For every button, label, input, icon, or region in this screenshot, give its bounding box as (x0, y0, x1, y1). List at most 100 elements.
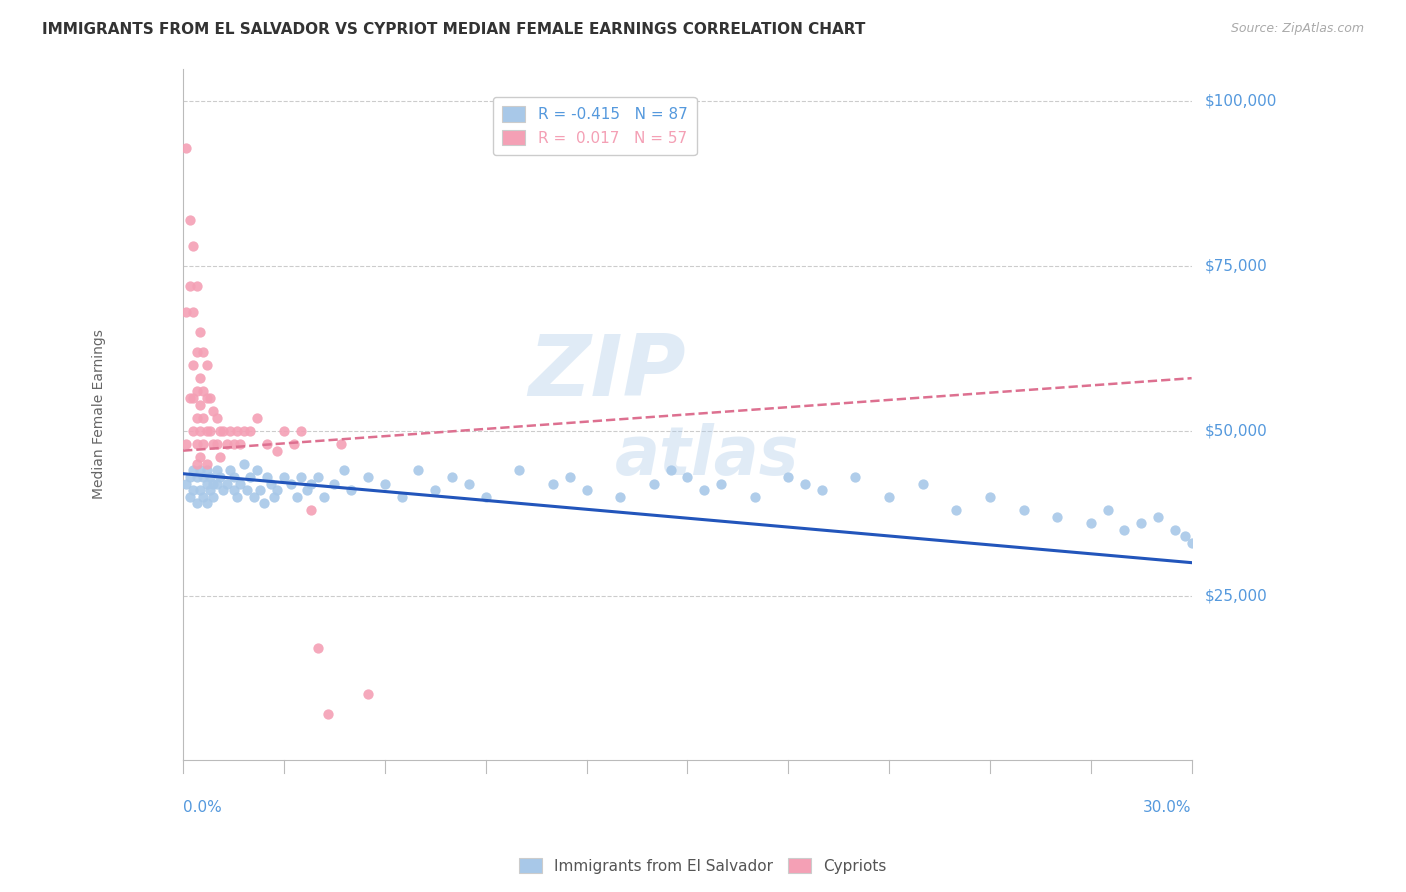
Point (283, 437, 305, 451)
Point (333, 463, 356, 477)
Point (198, 483, 221, 498)
Point (195, 358, 218, 372)
Point (945, 503, 967, 517)
Point (778, 470, 800, 484)
Point (188, 398, 211, 412)
Point (239, 424, 262, 438)
Point (357, 688, 380, 702)
Point (195, 476, 218, 491)
Point (441, 470, 464, 484)
Point (198, 391, 221, 405)
Text: 0.0%: 0.0% (183, 800, 222, 815)
Point (186, 410, 208, 425)
Point (195, 457, 218, 471)
Legend: R = -0.415   N = 87, R =  0.017   N = 57: R = -0.415 N = 87, R = 0.017 N = 57 (494, 97, 696, 155)
Point (256, 470, 278, 484)
Point (193, 410, 215, 425)
Point (181, 358, 204, 372)
Point (457, 476, 479, 491)
Point (330, 437, 353, 451)
Point (205, 437, 228, 451)
Point (179, 470, 201, 484)
Point (297, 483, 319, 498)
Point (222, 483, 245, 498)
Point (643, 476, 665, 491)
Point (193, 470, 215, 484)
Point (340, 483, 363, 498)
Point (1130, 516, 1153, 530)
Text: atlas: atlas (616, 423, 800, 489)
Point (575, 483, 598, 498)
Point (290, 424, 312, 438)
Point (179, 391, 201, 405)
Point (225, 490, 247, 504)
Point (659, 463, 682, 477)
Point (911, 476, 934, 491)
Point (195, 424, 218, 438)
Point (193, 384, 215, 399)
Point (202, 437, 225, 451)
Point (242, 490, 264, 504)
Point (280, 476, 302, 491)
Point (181, 424, 204, 438)
Point (541, 476, 564, 491)
Point (290, 470, 312, 484)
Legend: Immigrants from El Salvador, Cypriots: Immigrants from El Salvador, Cypriots (513, 852, 893, 880)
Point (188, 450, 211, 465)
Point (176, 437, 198, 451)
Point (744, 490, 766, 504)
Point (273, 470, 295, 484)
Point (979, 490, 1001, 504)
Point (316, 707, 339, 722)
Point (188, 424, 211, 438)
Point (811, 483, 834, 498)
Point (195, 391, 218, 405)
Point (209, 424, 232, 438)
Point (209, 470, 232, 484)
Point (246, 410, 269, 425)
Point (287, 490, 309, 504)
Point (215, 476, 238, 491)
Point (229, 437, 252, 451)
Point (474, 490, 496, 504)
Text: 30.0%: 30.0% (1143, 800, 1192, 815)
Point (314, 490, 336, 504)
Point (186, 279, 208, 293)
Point (212, 424, 235, 438)
Point (391, 490, 413, 504)
Point (1114, 523, 1136, 537)
Point (188, 371, 211, 385)
Point (176, 305, 198, 319)
Point (195, 496, 218, 510)
Point (188, 483, 211, 498)
Point (229, 476, 252, 491)
Point (186, 496, 208, 510)
Point (181, 239, 204, 253)
Point (307, 470, 329, 484)
Text: Source: ZipAtlas.com: Source: ZipAtlas.com (1230, 22, 1364, 36)
Point (273, 424, 295, 438)
Point (188, 463, 211, 477)
Point (176, 140, 198, 154)
Point (357, 470, 380, 484)
Point (222, 470, 245, 484)
Point (266, 483, 288, 498)
Point (219, 424, 242, 438)
Point (205, 463, 228, 477)
Point (676, 470, 699, 484)
Point (181, 463, 204, 477)
Point (181, 483, 204, 498)
Point (193, 437, 215, 451)
Point (1181, 536, 1204, 550)
Point (186, 470, 208, 484)
Point (179, 213, 201, 227)
Point (202, 490, 225, 504)
Point (323, 476, 346, 491)
Point (215, 437, 238, 451)
Point (205, 410, 228, 425)
Point (710, 476, 733, 491)
Point (195, 463, 218, 477)
Point (186, 457, 208, 471)
Text: ZIP: ZIP (527, 332, 686, 415)
Point (508, 463, 530, 477)
